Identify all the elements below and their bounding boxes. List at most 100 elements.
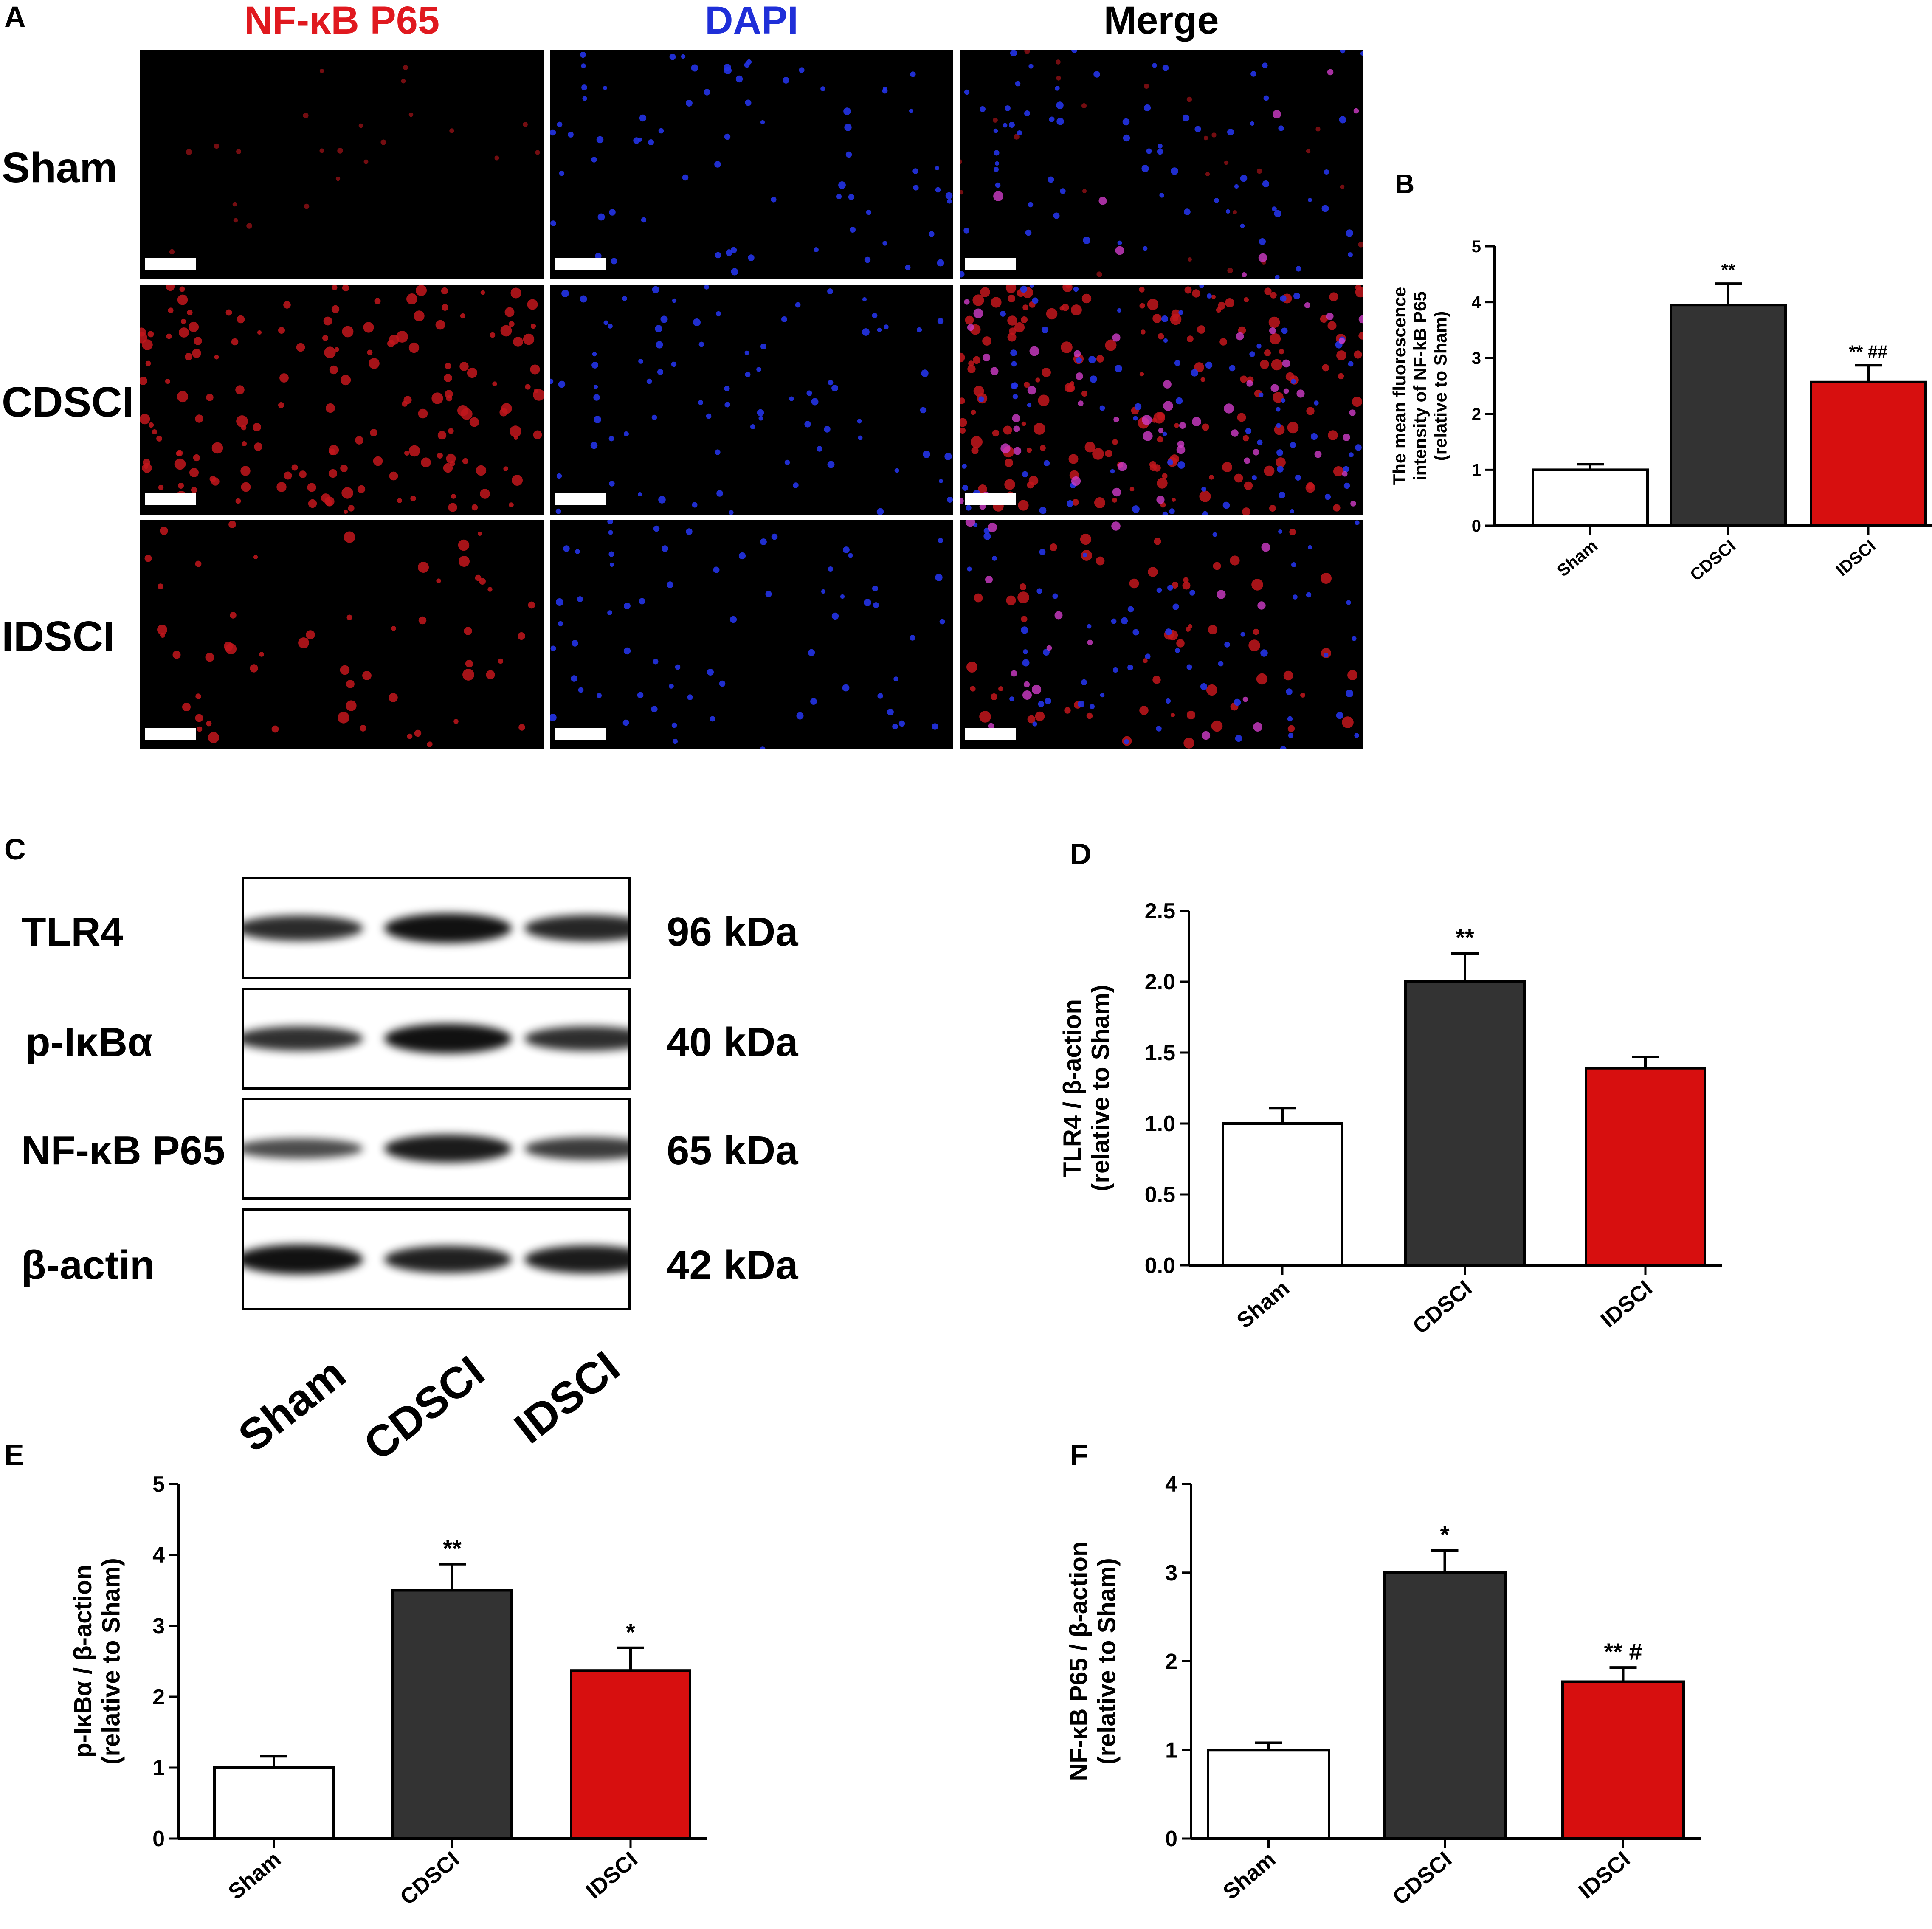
cell-dot [623,647,631,655]
cell-dot [641,217,647,223]
cell-dot [1276,407,1281,412]
cell-dot [1056,118,1064,125]
cell-dot [1290,442,1296,448]
cell-dot [843,546,850,553]
cell-dot [962,464,967,469]
bar-sham [1532,468,1649,527]
cell-dot [1158,428,1164,434]
cell-dot [1080,533,1092,545]
y-axis-label: p-IκBα / β-action [69,1565,97,1758]
cell-dot [1048,176,1054,183]
cell-dot [760,746,766,749]
cell-dot [1031,684,1042,695]
y-tick-label: 2 [1472,405,1481,424]
cell-dot [435,320,445,330]
cell-dot [1358,242,1363,248]
cell-dot [672,298,677,303]
cell-dot [1208,625,1218,635]
cell-dot [704,285,709,290]
cell-dot [572,640,578,647]
y-tick-label: 4 [1165,1472,1177,1497]
protein-label-tlr4: TLR4 [21,909,123,955]
cell-dot [498,658,504,664]
cell-dot [1084,442,1096,453]
cell-dot [864,599,871,606]
cell-dot [1211,720,1223,732]
cell-dot [453,719,459,724]
cell-dot [1291,562,1296,567]
cell-dot [1342,471,1348,477]
row-header-idsci: IDSCI [2,613,115,660]
cell-dot [1194,126,1201,132]
cell-dot [887,709,894,715]
micrograph-idsci-dapi [550,520,953,749]
cell-dot [401,79,406,84]
cell-dot [811,398,819,406]
cell-dot [1205,361,1213,369]
cell-dot [1320,315,1328,323]
cell-dot [414,310,425,321]
cell-dot [1261,543,1270,552]
cell-dot [912,168,918,174]
cell-dot [1277,466,1284,473]
cell-dot [592,352,597,357]
cell-dot [328,469,338,478]
cell-dot [1264,349,1271,356]
cell-dot [1256,344,1262,349]
cell-dot [1149,461,1157,468]
cell-dot [1158,333,1164,340]
cell-dot [1244,481,1253,490]
cell-dot [1027,403,1032,408]
cell-dot [608,324,613,329]
cell-dot [838,181,846,189]
micrograph-cdsci-merge [960,285,1363,515]
cell-dot [1175,648,1180,653]
cell-dot [651,706,658,712]
bar-idsci [1810,380,1927,527]
cell-dot [872,586,878,591]
cell-dot [1212,532,1217,537]
cell-dot [1333,504,1341,512]
cell-dot [594,416,601,423]
cell-dot [1053,212,1060,219]
cell-dot [1327,69,1334,76]
cell-dot [211,442,223,454]
cell-dot [232,202,237,207]
cell-dot [1246,380,1253,387]
y-tick-label: 1 [1472,461,1481,479]
cell-dot [304,203,310,209]
scale-bar [555,258,606,270]
cell-dot [1046,645,1052,651]
cell-dot [609,562,614,567]
cell-dot [691,64,698,72]
cell-dot [991,297,1002,308]
cell-dot [250,664,258,673]
cell-dot [909,108,914,113]
cell-dot [1197,325,1205,334]
cell-dot [968,360,974,366]
cell-dot [172,651,181,659]
cell-dot [944,453,952,460]
cell-dot [1071,50,1077,53]
cell-dot [169,249,175,255]
cell-dot [1076,357,1082,363]
cell-dot [296,343,305,352]
cell-dot [1129,487,1135,492]
cell-dot [1258,253,1267,262]
blot-band [244,1026,363,1051]
cell-dot [1167,585,1173,591]
cell-dot [960,498,964,504]
cell-dot [715,449,721,455]
cell-dot [624,603,631,609]
cell-dot [236,149,241,154]
cell-dot [656,341,663,349]
cell-dot [808,649,815,656]
cell-dot [898,720,905,727]
cell-dot [1262,180,1270,188]
cell-dot [960,190,964,195]
cell-dot [1314,400,1319,406]
cell-dot [189,468,199,477]
cell-dot [341,487,353,499]
cell-dot [1123,134,1130,142]
cell-dot [1092,448,1104,460]
